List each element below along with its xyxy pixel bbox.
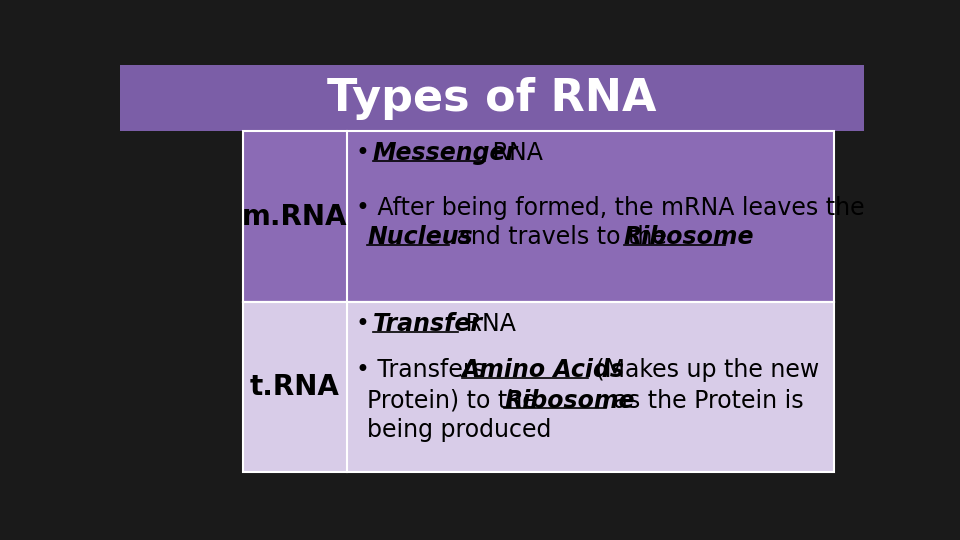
Text: Protein) to the: Protein) to the — [367, 389, 544, 413]
Text: being produced: being produced — [367, 417, 551, 442]
Text: as the Protein is: as the Protein is — [606, 389, 804, 413]
Text: Nucleus: Nucleus — [367, 225, 473, 249]
Text: m.RNA: m.RNA — [242, 202, 348, 231]
Text: Messenger: Messenger — [372, 141, 517, 165]
Text: •: • — [356, 141, 377, 165]
Text: •: • — [356, 312, 377, 336]
Text: • Transfers: • Transfers — [356, 358, 492, 382]
Text: Types of RNA: Types of RNA — [327, 77, 657, 119]
Text: RNA: RNA — [458, 312, 516, 336]
Text: (Makes up the new: (Makes up the new — [588, 358, 820, 382]
Text: • After being formed, the mRNA leaves the: • After being formed, the mRNA leaves th… — [356, 196, 865, 220]
Text: Ribosome: Ribosome — [624, 225, 755, 249]
Text: Amino Acids: Amino Acids — [462, 358, 625, 382]
Text: Transfer: Transfer — [372, 312, 483, 336]
Text: t.RNA: t.RNA — [250, 373, 340, 401]
Bar — [120, 65, 864, 131]
Bar — [243, 302, 834, 472]
Text: RNA: RNA — [485, 141, 543, 165]
Text: Ribosome: Ribosome — [504, 389, 635, 413]
Bar — [243, 131, 834, 302]
Text: and travels to the: and travels to the — [449, 225, 675, 249]
